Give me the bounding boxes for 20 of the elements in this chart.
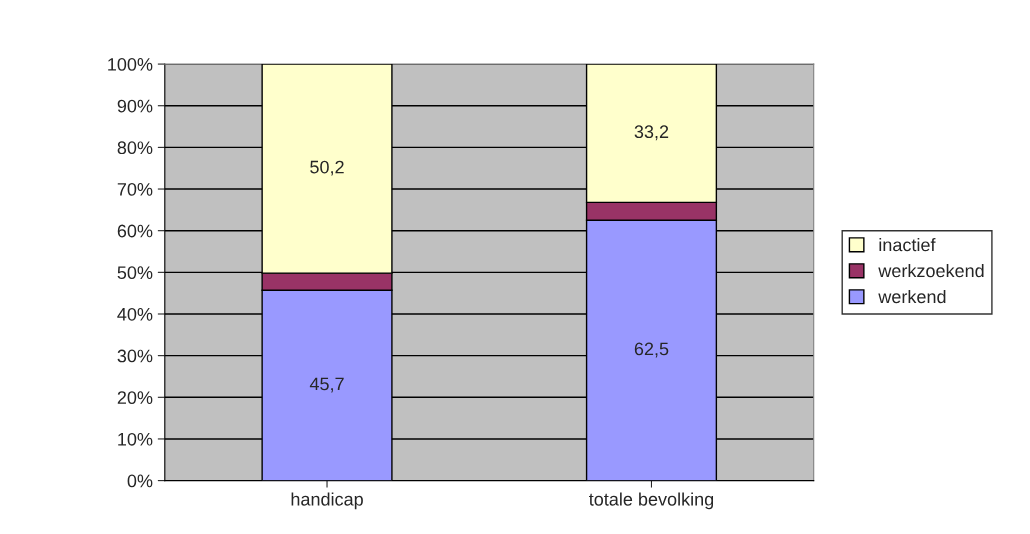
y-tick-label: 0%: [127, 474, 153, 488]
y-tick-label: 100%: [108, 58, 153, 71]
y-tick-label: 90%: [117, 99, 153, 113]
y-tick-label: 40%: [117, 307, 153, 321]
y-tick-label: 70%: [117, 182, 153, 196]
legend-label: werkzoekend: [878, 263, 984, 278]
data-label: 33,2: [634, 125, 669, 141]
x-tick-label: handicap: [291, 492, 363, 510]
data-label: 45,7: [309, 377, 344, 393]
legend-label: werkend: [878, 289, 946, 304]
y-tick-label: 20%: [117, 391, 153, 405]
x-tick-label: totale bevolking: [589, 492, 714, 510]
y-tick-label: 80%: [117, 141, 153, 155]
y-tick-label: 60%: [117, 224, 153, 238]
legend-label: inactief: [879, 238, 936, 252]
data-label: 50,2: [310, 160, 344, 176]
y-tick-label: 10%: [118, 432, 153, 446]
y-tick-label: 50%: [117, 266, 153, 280]
y-tick-label: 30%: [117, 349, 153, 363]
data-label: 62,5: [634, 342, 669, 358]
